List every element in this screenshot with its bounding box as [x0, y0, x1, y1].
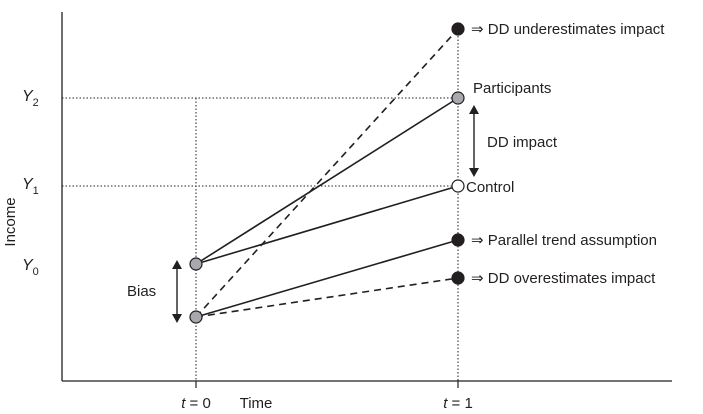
label-control: Control: [466, 179, 514, 196]
x-tick-label-t1: t = 1: [443, 395, 473, 412]
marker-participants: [451, 91, 465, 105]
label-overestimates: ⇒ DD overestimates impact: [471, 270, 656, 287]
y-tick-label-y2: Y2: [22, 88, 39, 109]
marker-parallel: [451, 233, 465, 247]
marker-overestimate: [451, 271, 465, 285]
y-tick-label-y0: Y0: [22, 257, 39, 278]
bias-arrow: [172, 260, 182, 323]
dd-impact-arrow: [469, 105, 479, 177]
label-dd-impact: DD impact: [487, 134, 558, 151]
parallel-trend-line: [195, 239, 459, 318]
y-axis-label: Income: [2, 197, 19, 246]
marker-control: [451, 179, 465, 193]
control-line: [195, 185, 459, 265]
label-parallel-trend: ⇒ Parallel trend assumption: [471, 232, 657, 249]
participants-line: [195, 97, 459, 265]
marker-underestimate: [451, 22, 465, 36]
underestimate-dashed-line: [195, 28, 459, 318]
overestimate-dashed-line: [195, 277, 459, 318]
marker-start-lower: [189, 310, 203, 324]
x-axis-label: Time: [240, 395, 273, 412]
label-participants: Participants: [473, 80, 551, 97]
marker-start-upper: [189, 257, 203, 271]
y-tick-label-y1: Y1: [22, 176, 39, 197]
x-tick-label-t0: t = 0: [181, 395, 211, 412]
label-underestimates: ⇒ DD underestimates impact: [471, 21, 665, 38]
label-bias: Bias: [127, 283, 156, 300]
